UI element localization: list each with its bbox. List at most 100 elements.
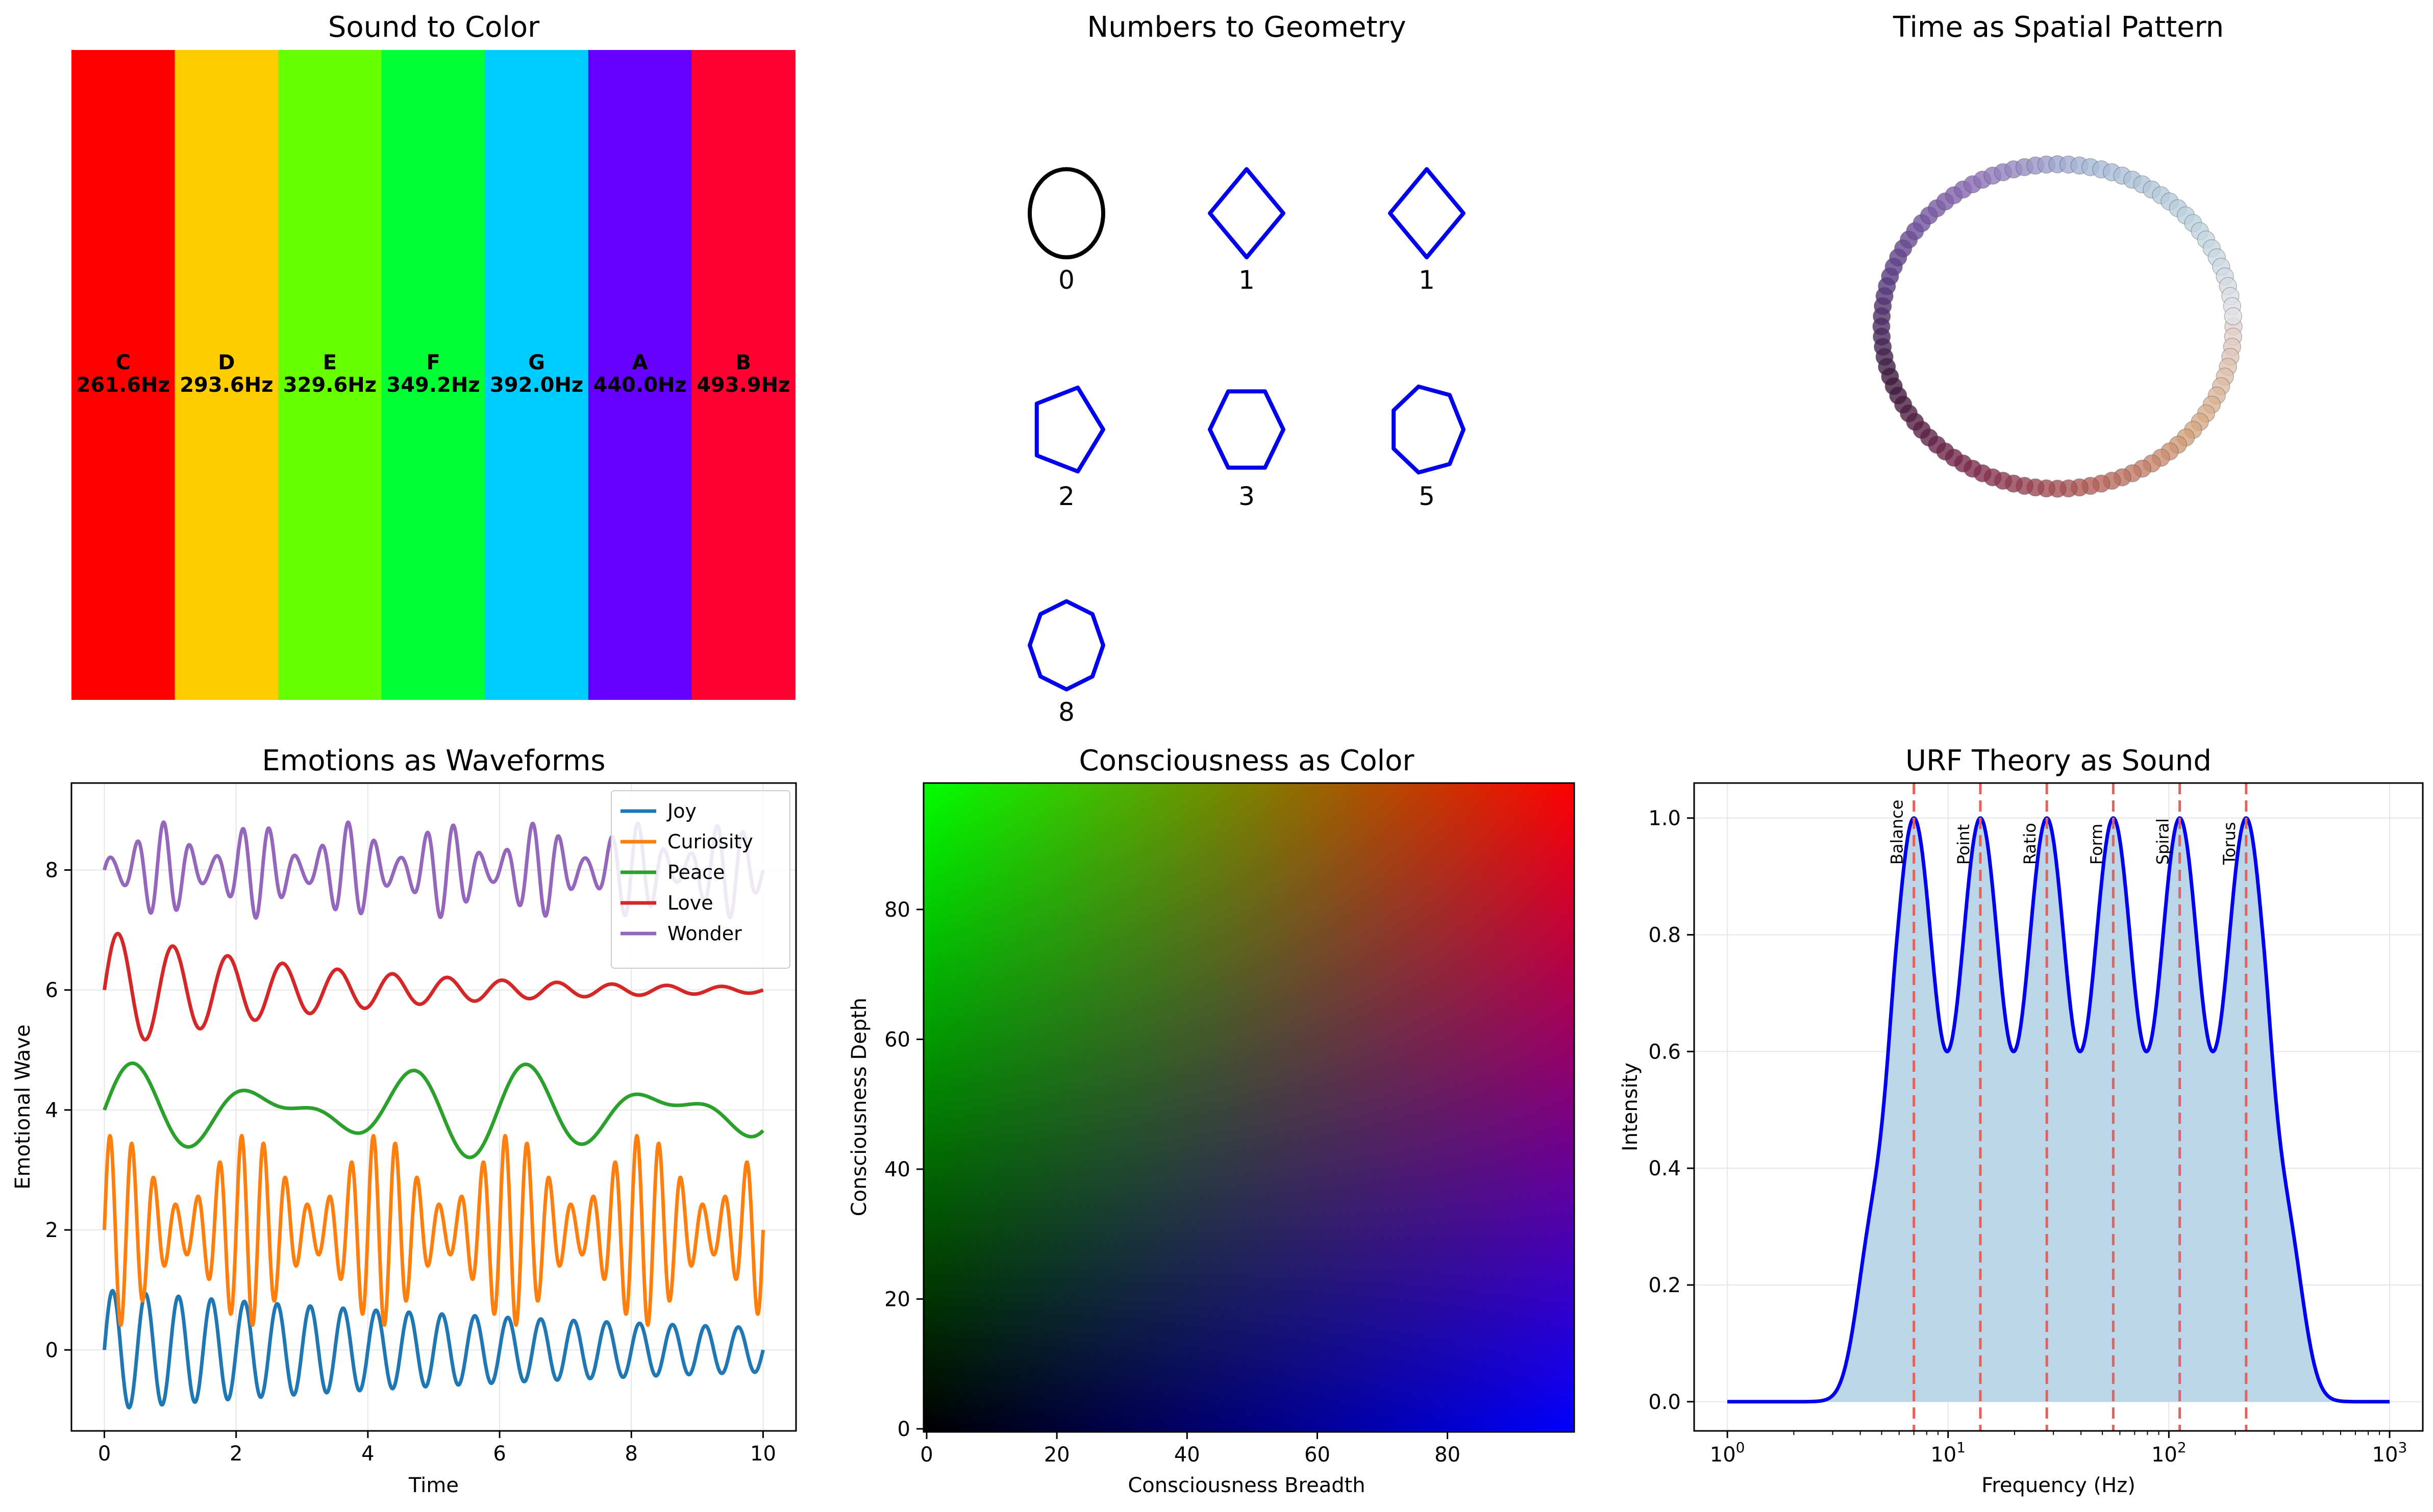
note-name-e: E: [323, 351, 337, 374]
shape-polygon-3: [1034, 385, 1105, 474]
urf-xtick-2: 102: [2151, 1439, 2187, 1467]
urf-plot: Balance Point Ratio Form Spiral Torus: [1727, 783, 2390, 1431]
urf-intensity-line: [1727, 816, 2390, 1404]
shape-label-5: 5: [1419, 482, 1435, 511]
consciousness-xtick-3: 60: [1304, 1443, 1330, 1467]
note-frequency-e: 329.6Hz: [283, 373, 377, 397]
urf-peak-label-form: Form: [2087, 824, 2106, 865]
consciousness-axes-frame: [923, 782, 1575, 1433]
urf-xtick-exp-2: 2: [2177, 1439, 2187, 1456]
consciousness-xlabel: Consciousness Breadth: [1128, 1474, 1365, 1497]
consciousness-xtick-4: 80: [1434, 1443, 1460, 1467]
urf-ytick-5: 1.0: [1648, 807, 1681, 830]
time-ring-points: [1872, 155, 2243, 498]
emotion-line-joy: [103, 1289, 765, 1409]
note-frequency-b: 493.9Hz: [697, 373, 790, 397]
urf-xtick-base-2: 10: [2151, 1443, 2177, 1467]
emotions-xlabel: Time: [408, 1474, 459, 1497]
urf-xtick-base-3: 10: [2372, 1443, 2398, 1467]
note-frequency-a: 440.0Hz: [593, 373, 687, 397]
color-bar-d: [175, 50, 279, 700]
urf-peak-label-point: Point: [1954, 824, 1973, 865]
urf-xtick-exp-0: 0: [1736, 1439, 1745, 1456]
consciousness-xtick-0: 0: [920, 1443, 933, 1467]
urf-ytick-3: 0.6: [1648, 1040, 1681, 1064]
urf-xtick-1: 101: [1930, 1439, 1966, 1467]
note-name-a: A: [632, 351, 648, 374]
emotions-ytick-3: 6: [45, 979, 58, 1002]
legend-label-curiosity: Curiosity: [667, 830, 753, 853]
note-name-d: D: [218, 351, 235, 374]
emotion-line-love: [103, 931, 764, 1042]
urf-xtick-0: 100: [1710, 1439, 1745, 1467]
emotions-ylabel: Emotional Wave: [11, 1024, 35, 1189]
urf-ytick-4: 0.8: [1648, 923, 1681, 947]
urf-ytick-1: 0.2: [1648, 1274, 1681, 1297]
title-urf: URF Theory as Sound: [1905, 744, 2212, 777]
emotions-ticks: 0 2 4 6 8 10 0 2 4 6 8: [45, 859, 776, 1466]
panel-consciousness-color: Consciousness as Color 0 20 40 60 80 0 20 40 60 8…: [848, 744, 1575, 1497]
urf-peak-label-balance: Balance: [1888, 800, 1907, 865]
consciousness-ytick-2: 40: [884, 1158, 910, 1181]
shape-label-6: 8: [1058, 697, 1075, 727]
urf-ytick-0: 0.0: [1648, 1391, 1681, 1414]
shape-polygon-6: [1028, 599, 1105, 692]
emotions-xtick-0: 0: [98, 1442, 111, 1466]
emotions-ytick-1: 2: [45, 1219, 58, 1242]
consciousness-ytick-0: 0: [898, 1418, 910, 1441]
color-bar-g: [485, 50, 589, 700]
title-numbers-to-geometry: Numbers to Geometry: [1087, 11, 1406, 44]
emotions-lines: [103, 820, 765, 1409]
consciousness-ytick-4: 80: [884, 898, 910, 922]
shape-polygon-4: [1208, 389, 1285, 470]
consciousness-ylabel: Consciousness Depth: [848, 998, 871, 1217]
emotion-line-peace: [103, 1061, 764, 1160]
urf-xlabel: Frequency (Hz): [1981, 1474, 2136, 1497]
shape-polygon-1: [1208, 167, 1285, 260]
color-bar-f: [381, 50, 486, 700]
consciousness-ytick-1: 20: [884, 1288, 910, 1311]
shape-polygon-5: [1392, 384, 1466, 475]
emotions-legend-box: [611, 790, 790, 969]
consciousness-xtick-1: 20: [1044, 1443, 1070, 1467]
note-frequency-c: 261.6Hz: [77, 373, 170, 397]
shape-label-2: 1: [1419, 265, 1435, 295]
title-time-spatial: Time as Spatial Pattern: [1893, 11, 2224, 44]
panel-urf-sound: URF Theory as Sound Balance Point Ratio For…: [1619, 744, 2424, 1497]
title-consciousness: Consciousness as Color: [1079, 744, 1415, 777]
emotions-xtick-3: 6: [493, 1442, 506, 1466]
consciousness-xtick-2: 40: [1174, 1443, 1200, 1467]
shape-circle-0: [1028, 167, 1105, 260]
note-frequency-d: 293.6Hz: [180, 373, 273, 397]
note-name-b: B: [735, 351, 751, 374]
emotions-xtick-2: 4: [361, 1442, 374, 1466]
emotions-axes-frame: [70, 782, 797, 1432]
shape-label-4: 3: [1238, 482, 1255, 511]
shape-polygon-2: [1388, 167, 1466, 260]
shape-label-1: 1: [1238, 265, 1255, 295]
urf-ytick-2: 0.4: [1648, 1157, 1681, 1180]
urf-xtick-base-0: 10: [1710, 1443, 1736, 1467]
note-name-c: C: [116, 351, 131, 374]
urf-xtick-exp-1: 1: [1956, 1439, 1966, 1456]
color-bar-e: [278, 50, 382, 700]
urf-xtick-3: 103: [2372, 1439, 2407, 1467]
urf-xtick-exp-3: 3: [2398, 1439, 2407, 1456]
urf-peak-label-ratio: Ratio: [2020, 823, 2040, 865]
panel-time-spatial: Time as Spatial Pattern: [1872, 11, 2243, 498]
legend-label-peace: Peace: [667, 861, 725, 884]
emotions-xtick-1: 2: [230, 1442, 242, 1466]
consciousness-heatmap-right: [924, 783, 1574, 1432]
note-name-g: G: [528, 351, 545, 374]
urf-xtick-base-1: 10: [1930, 1443, 1956, 1467]
emotions-ytick-0: 0: [45, 1339, 58, 1362]
time-point-99: [2224, 307, 2243, 325]
urf-peak-label-spiral: Spiral: [2153, 818, 2173, 865]
emotions-legend: Joy Curiosity Peace Love Wonder: [611, 790, 790, 969]
shape-label-3: 2: [1058, 482, 1075, 511]
urf-peak-label-torus: Torus: [2220, 822, 2239, 865]
color-bar-c: [71, 50, 176, 700]
